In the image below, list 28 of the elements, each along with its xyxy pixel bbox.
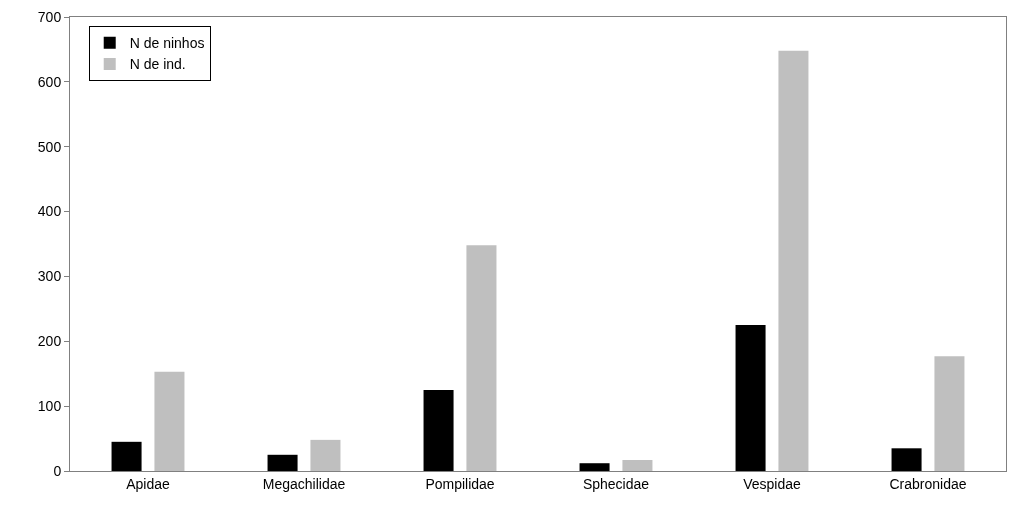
x-tick-label: Pompilidae	[425, 475, 495, 492]
x-tick-label: Crabronidae	[889, 475, 967, 492]
x-tick-label: Megachilidae	[262, 475, 346, 492]
y-tick-label: 400	[37, 203, 62, 220]
legend-label: N de ninhos	[129, 35, 205, 52]
x-tick-label: Apidae	[126, 475, 171, 492]
y-tick-label: 100	[37, 398, 62, 415]
y-tick-label: 200	[37, 333, 62, 350]
bar	[423, 389, 454, 471]
bar	[891, 448, 922, 471]
legend-label: N de ind.	[129, 56, 186, 73]
y-tick-label: 700	[37, 8, 62, 25]
y-tick-label: 300	[37, 268, 62, 285]
bar	[934, 356, 965, 471]
y-tick-label: 500	[37, 138, 62, 155]
bar	[310, 439, 341, 471]
bar	[778, 50, 809, 471]
bar	[579, 463, 610, 471]
x-tick-label: Vespidae	[743, 475, 802, 492]
bar	[154, 371, 185, 471]
y-tick-label: 600	[37, 73, 62, 90]
x-tick-label: Sphecidae	[582, 475, 650, 492]
bar	[622, 459, 653, 471]
bar	[111, 441, 142, 471]
y-tick-label: 0	[53, 462, 62, 479]
bar	[735, 325, 766, 471]
bar	[466, 245, 497, 471]
bar	[267, 454, 298, 471]
